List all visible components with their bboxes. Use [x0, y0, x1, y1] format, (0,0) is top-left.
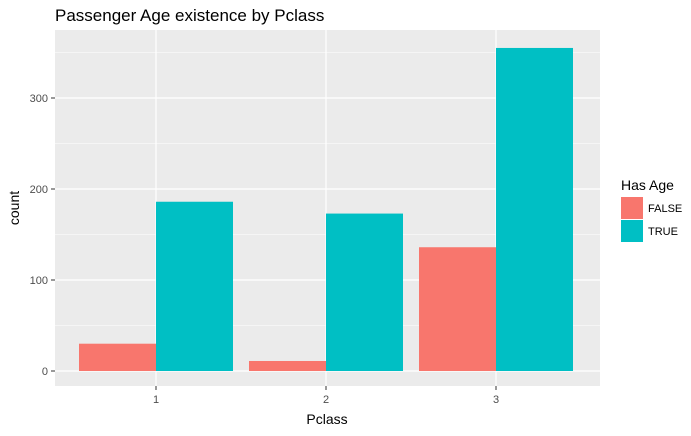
y-tick-label: 0: [42, 366, 48, 378]
x-tick-label: 3: [493, 394, 499, 406]
legend-label-true: TRUE: [648, 226, 678, 238]
bar-true-pclass-3: [496, 47, 573, 371]
bar-true-pclass-1: [156, 201, 233, 371]
x-axis: 1 2 3: [153, 386, 499, 406]
bar-false-pclass-2: [249, 360, 326, 371]
y-tick-label: 300: [30, 93, 48, 105]
x-axis-title: Pclass: [306, 411, 347, 427]
x-tick-label: 1: [153, 394, 159, 406]
legend-title: Has Age: [621, 177, 674, 193]
legend-items: FALSE TRUE: [621, 197, 682, 242]
x-tick-label: 2: [323, 394, 329, 406]
bar-true-pclass-2: [326, 213, 403, 371]
y-tick-label: 100: [30, 275, 48, 287]
legend-label-false: FALSE: [648, 203, 682, 215]
bar-false-pclass-1: [79, 343, 156, 371]
bar-false-pclass-3: [419, 247, 496, 371]
chart-title: Passenger Age existence by Pclass: [55, 6, 324, 25]
legend: Has Age FALSE TRUE: [621, 177, 682, 242]
legend-key-true: [621, 220, 643, 242]
y-axis-title: count: [6, 191, 22, 225]
bars: [79, 47, 573, 371]
y-tick-label: 200: [30, 184, 48, 196]
y-axis: 0 100 200 300: [30, 93, 55, 378]
legend-key-false: [621, 197, 643, 219]
